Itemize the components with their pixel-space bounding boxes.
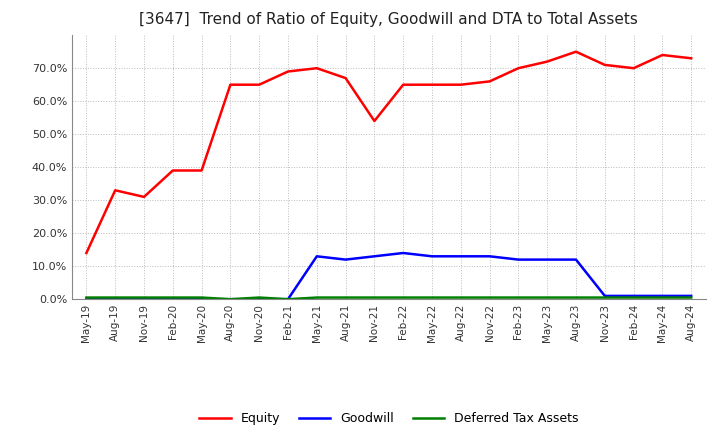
- Equity: [687, 55, 696, 61]
- Equity: [312, 66, 321, 71]
- Deferred Tax Assets: [399, 295, 408, 300]
- Deferred Tax Assets: [629, 295, 638, 300]
- Deferred Tax Assets: [140, 295, 148, 300]
- Deferred Tax Assets: [370, 295, 379, 300]
- Equity: [658, 52, 667, 58]
- Equity: [543, 59, 552, 64]
- Line: Goodwill: Goodwill: [86, 253, 691, 299]
- Goodwill: [687, 293, 696, 299]
- Goodwill: [572, 257, 580, 262]
- Goodwill: [341, 257, 350, 262]
- Goodwill: [370, 253, 379, 259]
- Equity: [82, 250, 91, 256]
- Deferred Tax Assets: [284, 297, 292, 302]
- Equity: [370, 118, 379, 124]
- Equity: [514, 66, 523, 71]
- Equity: [399, 82, 408, 87]
- Line: Equity: Equity: [86, 51, 691, 253]
- Deferred Tax Assets: [428, 295, 436, 300]
- Equity: [284, 69, 292, 74]
- Goodwill: [226, 297, 235, 302]
- Deferred Tax Assets: [111, 295, 120, 300]
- Goodwill: [255, 297, 264, 302]
- Legend: Equity, Goodwill, Deferred Tax Assets: Equity, Goodwill, Deferred Tax Assets: [194, 407, 583, 430]
- Deferred Tax Assets: [687, 295, 696, 300]
- Goodwill: [428, 253, 436, 259]
- Equity: [428, 82, 436, 87]
- Goodwill: [312, 253, 321, 259]
- Goodwill: [658, 293, 667, 299]
- Deferred Tax Assets: [485, 295, 494, 300]
- Equity: [255, 82, 264, 87]
- Goodwill: [111, 297, 120, 302]
- Deferred Tax Assets: [341, 295, 350, 300]
- Deferred Tax Assets: [572, 295, 580, 300]
- Goodwill: [514, 257, 523, 262]
- Equity: [629, 66, 638, 71]
- Deferred Tax Assets: [600, 295, 609, 300]
- Deferred Tax Assets: [312, 295, 321, 300]
- Equity: [197, 168, 206, 173]
- Equity: [168, 168, 177, 173]
- Deferred Tax Assets: [82, 295, 91, 300]
- Deferred Tax Assets: [543, 295, 552, 300]
- Equity: [226, 82, 235, 87]
- Deferred Tax Assets: [658, 295, 667, 300]
- Title: [3647]  Trend of Ratio of Equity, Goodwill and DTA to Total Assets: [3647] Trend of Ratio of Equity, Goodwil…: [140, 12, 638, 27]
- Goodwill: [543, 257, 552, 262]
- Deferred Tax Assets: [255, 295, 264, 300]
- Equity: [600, 62, 609, 67]
- Equity: [572, 49, 580, 54]
- Goodwill: [140, 297, 148, 302]
- Deferred Tax Assets: [197, 295, 206, 300]
- Goodwill: [399, 250, 408, 256]
- Goodwill: [197, 297, 206, 302]
- Goodwill: [485, 253, 494, 259]
- Deferred Tax Assets: [168, 295, 177, 300]
- Deferred Tax Assets: [226, 297, 235, 302]
- Goodwill: [284, 297, 292, 302]
- Goodwill: [629, 293, 638, 299]
- Line: Deferred Tax Assets: Deferred Tax Assets: [86, 297, 691, 299]
- Equity: [456, 82, 465, 87]
- Goodwill: [82, 297, 91, 302]
- Goodwill: [600, 293, 609, 299]
- Deferred Tax Assets: [514, 295, 523, 300]
- Equity: [485, 79, 494, 84]
- Goodwill: [168, 297, 177, 302]
- Deferred Tax Assets: [456, 295, 465, 300]
- Equity: [111, 187, 120, 193]
- Goodwill: [456, 253, 465, 259]
- Equity: [341, 75, 350, 81]
- Equity: [140, 194, 148, 200]
